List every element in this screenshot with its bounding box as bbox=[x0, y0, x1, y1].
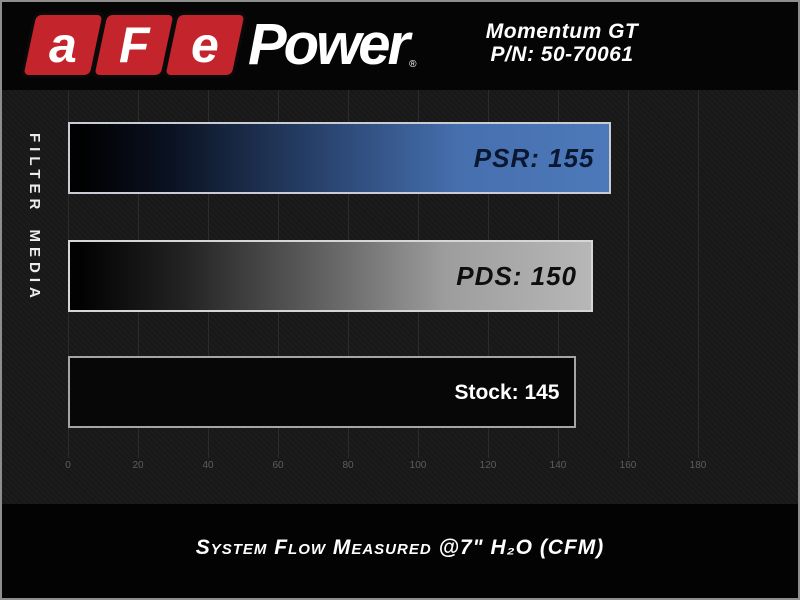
logo-letter-block: e bbox=[165, 15, 245, 75]
x-tick-label: 160 bbox=[619, 460, 637, 471]
bar-psr: PSR: 155 bbox=[68, 122, 611, 194]
header: a F e Power ® Momentum GT P/N: 50-70061 bbox=[2, 2, 798, 90]
bar-stock: Stock: 145 bbox=[68, 356, 576, 428]
y-axis-label: FILTER MEDIA bbox=[26, 133, 43, 303]
logo-letter: F bbox=[118, 17, 150, 73]
logo-letter-block: a bbox=[23, 15, 103, 75]
product-info: Momentum GT P/N: 50-70061 bbox=[422, 20, 702, 66]
product-part-number: P/N: 50-70061 bbox=[490, 43, 634, 67]
product-name: Momentum GT bbox=[485, 20, 639, 43]
x-tick-label: 20 bbox=[132, 460, 144, 471]
logo-letter: e bbox=[191, 17, 219, 73]
x-tick-label: 60 bbox=[272, 460, 284, 471]
logo-wordmark: Power bbox=[248, 12, 410, 77]
bar-pds: PDS: 150 bbox=[68, 240, 593, 312]
x-tick-label: 40 bbox=[202, 460, 214, 471]
x-tick-label: 140 bbox=[549, 460, 567, 471]
afe-power-logo: a F e Power ® bbox=[23, 10, 417, 80]
gridline bbox=[698, 90, 699, 458]
logo-letter: a bbox=[49, 17, 77, 73]
footer: System Flow Measured @7" H₂O (CFM) bbox=[2, 504, 798, 598]
bar-value-label: PDS: 150 bbox=[456, 261, 577, 291]
x-tick-label: 100 bbox=[409, 460, 427, 471]
x-tick-label: 120 bbox=[479, 460, 497, 471]
gridline bbox=[628, 90, 629, 458]
chart-caption: System Flow Measured @7" H₂O (CFM) bbox=[195, 536, 605, 559]
bar-value-label: Stock: 145 bbox=[454, 380, 560, 404]
x-tick-label: 80 bbox=[342, 460, 354, 471]
logo-letter-block: F bbox=[94, 15, 174, 75]
x-tick-label: 0 bbox=[65, 460, 71, 471]
bar-chart: 0 20 40 60 80 100 120 140 160 180 PSR: 155 PDS: 150… bbox=[2, 90, 798, 504]
bar-value-label: PSR: 155 bbox=[473, 143, 595, 173]
x-tick-label: 180 bbox=[689, 460, 707, 471]
registered-trademark-icon: ® bbox=[409, 59, 417, 70]
logo-red-blocks: a F e bbox=[23, 15, 245, 75]
